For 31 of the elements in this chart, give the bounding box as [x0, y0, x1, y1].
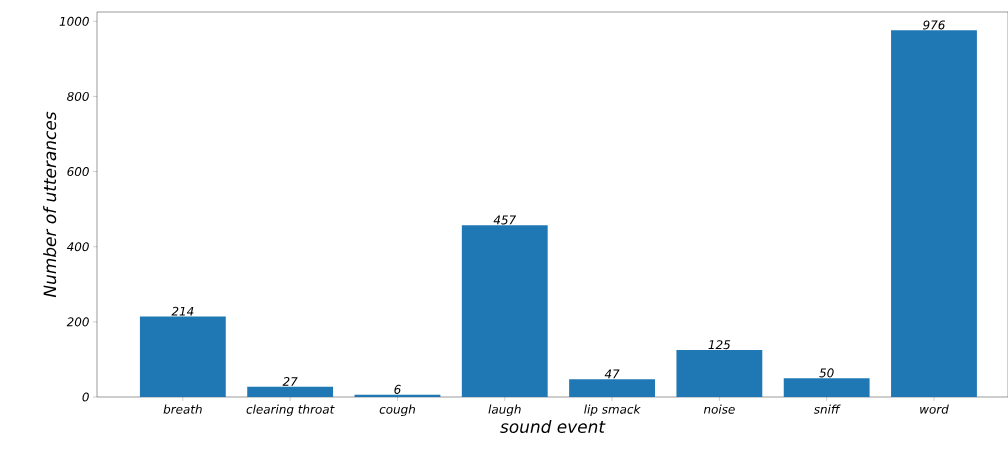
x-tick-label: cough [379, 404, 415, 417]
data-label: 27 [282, 376, 298, 386]
y-tick-label: 200 [66, 317, 89, 327]
x-axis-title: sound event [500, 419, 606, 434]
bar [891, 30, 977, 397]
bar [676, 350, 763, 397]
y-tick-label: 1000 [59, 16, 89, 26]
bar [783, 378, 870, 397]
data-label: 125 [708, 340, 731, 350]
data-label: 47 [604, 369, 620, 379]
bar [247, 386, 334, 397]
data-label: 457 [493, 215, 517, 225]
x-tick-label: laugh [488, 404, 521, 417]
x-tick-label: breath [163, 404, 202, 414]
x-tick-label: clearing throat [246, 404, 335, 417]
data-label: 6 [394, 384, 401, 394]
y-axis-title: Number of utterances [43, 111, 57, 298]
x-tick-label: sniff [813, 404, 841, 414]
data-label: 214 [171, 306, 194, 316]
x-tick-label: word [920, 404, 949, 414]
bar [569, 379, 655, 397]
data-label: 50 [819, 368, 834, 378]
y-tick-label: 0 [82, 392, 89, 402]
y-tick-label: 800 [67, 91, 89, 101]
data-label: 976 [923, 20, 945, 30]
bar [461, 225, 548, 397]
y-tick-label: 400 [66, 242, 89, 252]
x-tick-label: noise [703, 404, 735, 414]
x-tick-label: lip smack [584, 404, 641, 417]
y-tick-label: 600 [67, 167, 89, 177]
bar [139, 316, 226, 397]
